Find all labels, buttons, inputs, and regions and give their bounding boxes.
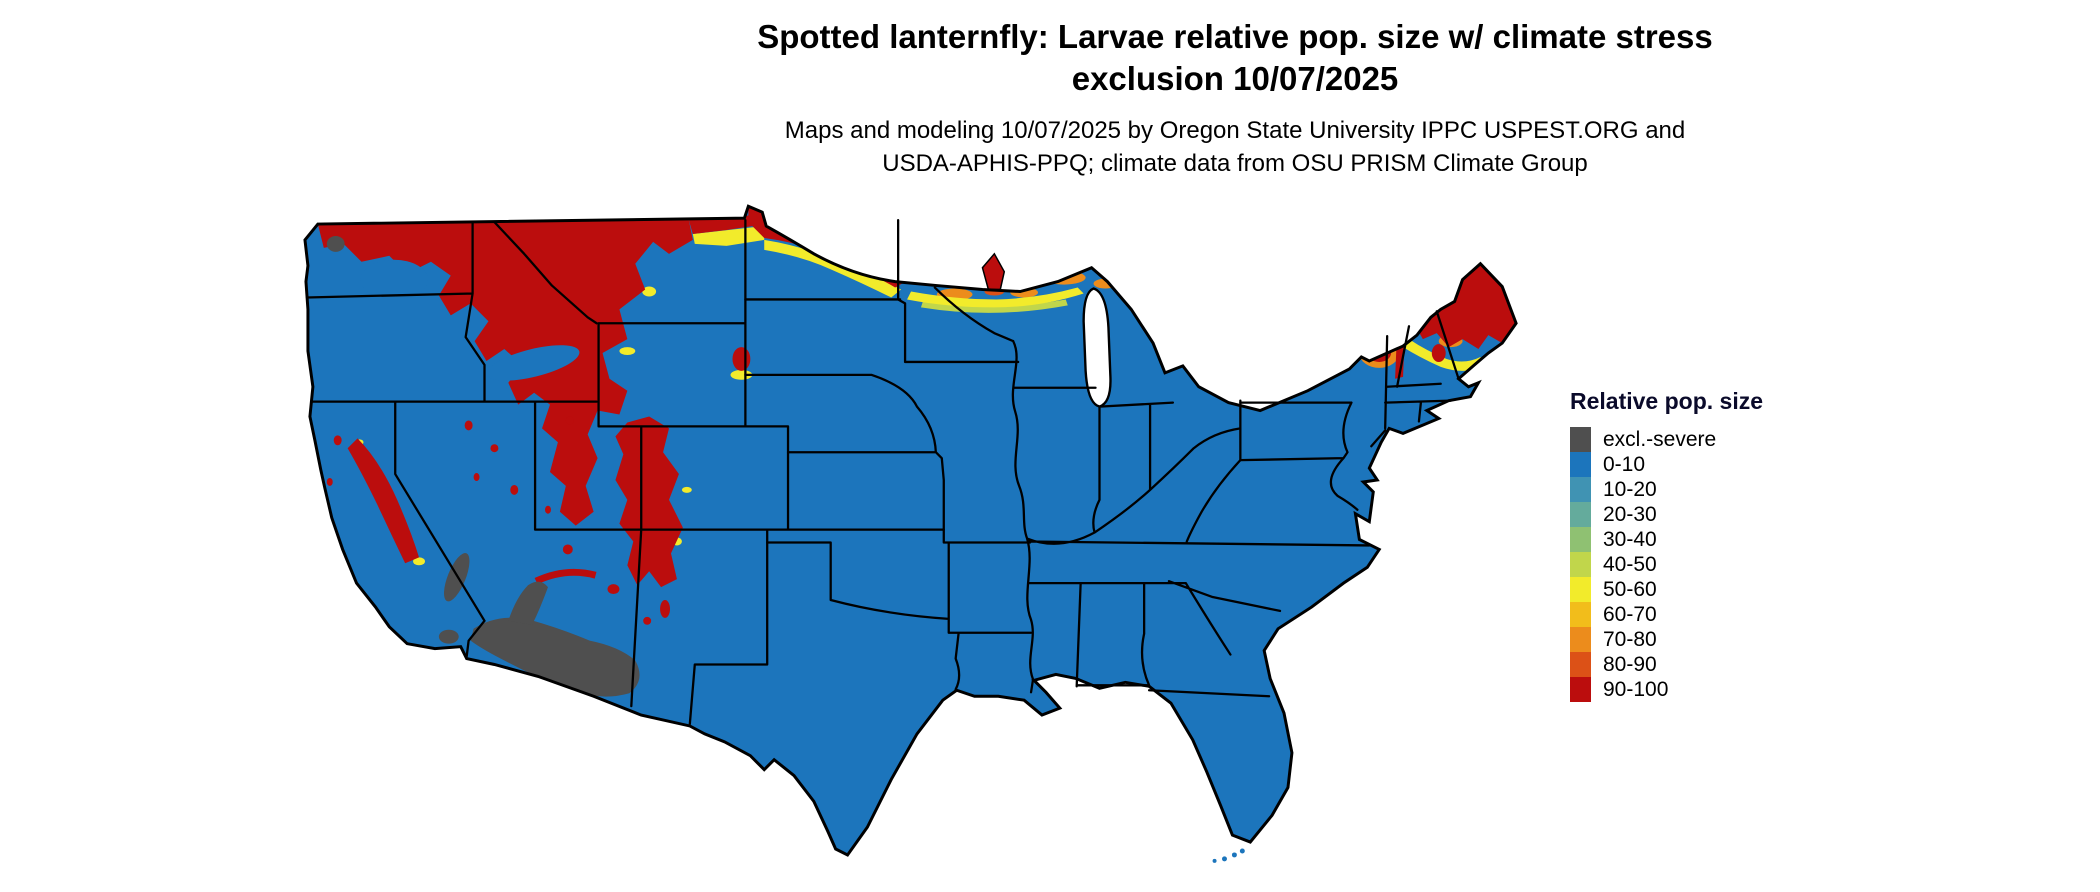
red-zone-white-mountains: [1431, 344, 1446, 362]
figure-subtitle: Maps and modeling 10/07/2025 by Oregon S…: [440, 114, 2030, 180]
legend-row: 10-20: [1570, 477, 1870, 502]
figure-header: Spotted lanternfly: Larvae relative pop.…: [440, 16, 2030, 180]
legend-label: 40-50: [1603, 553, 1657, 576]
legend-row: 60-70: [1570, 602, 1870, 627]
legend-swatch: [1570, 677, 1591, 702]
legend-row: 50-60: [1570, 577, 1870, 602]
red-speck: [326, 478, 333, 486]
key-island: [1222, 856, 1227, 862]
red-speck: [490, 444, 499, 453]
yellow-band-maine: [1403, 339, 1485, 371]
red-speck: [545, 505, 551, 514]
blue-gap-columbia-basin: [360, 259, 428, 300]
legend-label: 0-10: [1603, 453, 1646, 476]
gray-zone-sonoran-desert: [470, 617, 640, 697]
figure-subtitle-line2: USDA-APHIS-PPQ; climate data from OSU PR…: [882, 150, 1588, 177]
red-speck: [607, 584, 620, 595]
legend-swatch: [1570, 527, 1591, 552]
legend-label: 70-80: [1603, 628, 1657, 651]
legend: Relative pop. size excl.-severe 0-10 10-…: [1570, 388, 1870, 702]
yellow-speck: [619, 347, 636, 355]
red-speck: [643, 616, 652, 625]
legend-label: 20-30: [1603, 503, 1657, 526]
red-speck: [660, 600, 670, 618]
red-speck: [565, 416, 574, 425]
red-arc-mogollon-rim: [534, 568, 597, 585]
legend-swatch: [1570, 577, 1591, 602]
map-canvas: [300, 192, 1530, 887]
legend-row: 30-40: [1570, 527, 1870, 552]
key-island: [1231, 852, 1237, 858]
legend-swatch: [1570, 652, 1591, 677]
key-island: [1212, 858, 1217, 863]
figure-subtitle-line1: Maps and modeling 10/07/2025 by Oregon S…: [784, 117, 1686, 144]
legend-swatch: [1570, 427, 1591, 452]
legend-swatch: [1570, 502, 1591, 527]
legend-swatch: [1570, 552, 1591, 577]
us-map: [303, 204, 1518, 863]
legend-rows: excl.-severe 0-10 10-20 20-30 30-40 40-5…: [1570, 427, 1870, 702]
legend-row: 20-30: [1570, 502, 1870, 527]
yellow-speck: [730, 369, 753, 380]
red-zone-black-hills: [732, 347, 751, 371]
state-borders: [305, 218, 1460, 726]
legend-swatch: [1570, 602, 1591, 627]
legend-row: 90-100: [1570, 677, 1870, 702]
state-borders-plains: [744, 218, 1033, 691]
legend-swatch: [1570, 452, 1591, 477]
red-speck: [510, 484, 519, 495]
legend-swatch: [1570, 477, 1591, 502]
figure-title-line2: exclusion 10/07/2025: [1071, 60, 1399, 97]
legend-row: 0-10: [1570, 452, 1870, 477]
gray-zone-colorado-river: [508, 581, 548, 625]
state-borders-west: [305, 218, 945, 726]
state-borders-midwest-south: [933, 286, 1371, 698]
red-speck: [473, 473, 480, 481]
key-island: [1239, 848, 1245, 854]
red-speck: [464, 420, 473, 431]
legend-row: 40-50: [1570, 552, 1870, 577]
legend-row: excl.-severe: [1570, 427, 1870, 452]
legend-label: excl.-severe: [1603, 428, 1717, 451]
red-speck: [333, 435, 342, 446]
red-zone-northwest-rockies: [317, 218, 693, 526]
legend-swatch: [1570, 627, 1591, 652]
blue-gap-snake-plain: [486, 345, 580, 381]
legend-label: 30-40: [1603, 528, 1657, 551]
legend-row: 80-90: [1570, 652, 1870, 677]
red-zone-colorado-rockies: [615, 416, 683, 588]
figure-title: Spotted lanternfly: Larvae relative pop.…: [440, 16, 2030, 100]
legend-label: 80-90: [1603, 653, 1657, 676]
keweenaw-peninsula: [981, 252, 1006, 291]
red-zone-sierra-nevada: [347, 438, 420, 564]
orange-zone-adirondacks: [1359, 338, 1400, 368]
red-speck: [562, 544, 573, 555]
figure-title-line1: Spotted lanternfly: Larvae relative pop.…: [757, 18, 1713, 55]
legend-row: 70-80: [1570, 627, 1870, 652]
legend-label: 50-60: [1603, 578, 1657, 601]
legend-title: Relative pop. size: [1570, 388, 1764, 414]
gray-zone-imperial-valley: [438, 629, 459, 644]
yellow-speck: [413, 557, 425, 566]
blue-gaps: [360, 259, 580, 381]
legend-label: 60-70: [1603, 603, 1657, 626]
yellow-speck: [681, 486, 692, 493]
gray-zone-puget-sound: [326, 235, 345, 252]
legend-label: 90-100: [1603, 678, 1669, 701]
yellow-speck: [642, 286, 657, 297]
legend-label: 10-20: [1603, 478, 1657, 501]
florida-keys: [1212, 848, 1245, 863]
state-borders-northeast: [1239, 310, 1460, 511]
red-zone-maine: [1414, 263, 1517, 350]
yellow-band-minnesota: [764, 239, 902, 298]
